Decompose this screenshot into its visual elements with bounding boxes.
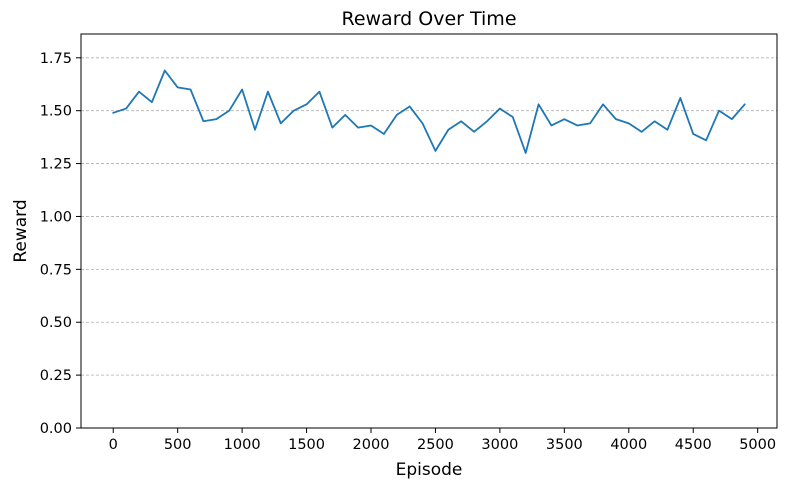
data-point bbox=[692, 133, 694, 135]
data-point bbox=[138, 91, 140, 93]
data-point bbox=[602, 103, 604, 105]
data-point bbox=[125, 108, 127, 110]
x-tick-label: 0 bbox=[109, 437, 118, 453]
data-point bbox=[228, 110, 230, 112]
data-point bbox=[280, 122, 282, 124]
x-tick-label: 1000 bbox=[224, 437, 261, 453]
grid-lines bbox=[81, 57, 777, 429]
data-point bbox=[267, 91, 269, 93]
data-point bbox=[525, 152, 527, 154]
data-point bbox=[473, 131, 475, 133]
data-point bbox=[203, 120, 205, 122]
data-point bbox=[628, 122, 630, 124]
x-tick-label: 3500 bbox=[546, 437, 583, 453]
data-point bbox=[370, 125, 372, 127]
data-point bbox=[409, 106, 411, 108]
axis-ticks: 0.00 0.25 0.50 0.75 1.00 1.25 1.50 1.75 0 500 1000… bbox=[40, 51, 776, 453]
x-tick-label: 500 bbox=[164, 437, 192, 453]
axes-frame bbox=[80, 33, 778, 429]
data-point bbox=[512, 116, 514, 118]
data-point bbox=[254, 129, 256, 131]
data-point bbox=[447, 129, 449, 131]
y-tick-label: 0.00 bbox=[40, 421, 72, 437]
data-point bbox=[486, 120, 488, 122]
y-tick-label: 1.75 bbox=[40, 51, 72, 67]
x-tick-label: 2000 bbox=[353, 437, 390, 453]
x-axis-label: Episode bbox=[396, 460, 463, 480]
x-tick-label: 3000 bbox=[481, 437, 518, 453]
data-point bbox=[177, 87, 179, 89]
data-point bbox=[190, 89, 192, 91]
data-point bbox=[396, 114, 398, 116]
x-tick-label: 1500 bbox=[288, 437, 325, 453]
data-point bbox=[112, 112, 114, 114]
data-point bbox=[383, 133, 385, 135]
data-point bbox=[435, 150, 437, 152]
data-point bbox=[667, 129, 669, 131]
series-line bbox=[112, 69, 746, 154]
data-point bbox=[460, 120, 462, 122]
x-tick-label: 5000 bbox=[739, 437, 776, 453]
data-point bbox=[215, 118, 217, 120]
plot-frame bbox=[80, 33, 778, 429]
data-point bbox=[538, 103, 540, 105]
data-point bbox=[241, 89, 243, 91]
data-point bbox=[164, 70, 166, 72]
y-tick-label: 1.00 bbox=[40, 209, 72, 225]
series-layer bbox=[112, 69, 746, 154]
data-point bbox=[654, 120, 656, 122]
y-axis-label: Reward bbox=[11, 199, 31, 262]
data-point bbox=[357, 127, 359, 129]
data-point bbox=[499, 108, 501, 110]
data-point bbox=[551, 125, 553, 127]
data-point bbox=[641, 131, 643, 133]
y-tick-label: 0.25 bbox=[40, 368, 72, 384]
data-point bbox=[615, 118, 617, 120]
data-point bbox=[293, 110, 295, 112]
data-point bbox=[422, 122, 424, 124]
y-tick-label: 1.25 bbox=[40, 157, 72, 173]
data-point bbox=[319, 91, 321, 93]
x-tick-label: 2500 bbox=[417, 437, 454, 453]
data-point bbox=[151, 101, 153, 103]
data-point bbox=[679, 97, 681, 99]
x-tick-label: 4000 bbox=[610, 437, 647, 453]
chart-title: Reward Over Time bbox=[341, 8, 516, 30]
y-tick-label: 1.50 bbox=[40, 104, 72, 120]
data-point bbox=[705, 139, 707, 141]
x-tick-label: 4500 bbox=[675, 437, 712, 453]
data-point bbox=[589, 122, 591, 124]
data-point bbox=[563, 118, 565, 120]
data-point bbox=[576, 125, 578, 127]
data-point bbox=[744, 103, 746, 105]
y-tick-label: 0.75 bbox=[40, 262, 72, 278]
data-point bbox=[344, 114, 346, 116]
data-point bbox=[331, 127, 333, 129]
data-point bbox=[718, 110, 720, 112]
data-point bbox=[731, 118, 733, 120]
y-tick-label: 0.50 bbox=[40, 315, 72, 331]
data-point bbox=[306, 103, 308, 105]
